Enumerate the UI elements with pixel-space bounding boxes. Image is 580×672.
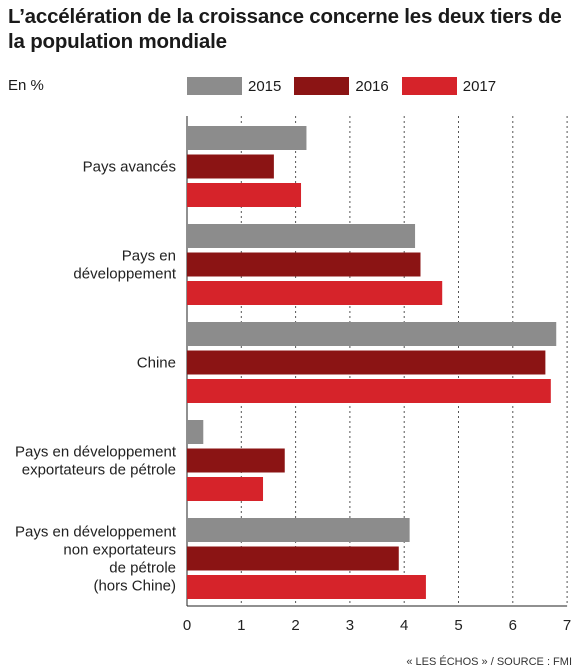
bar-2017-cat4: [187, 575, 426, 599]
bar-2015-cat3: [187, 420, 204, 444]
bar-2017-cat2: [187, 379, 551, 403]
x-tick-label: 3: [346, 617, 354, 634]
bar-2016-cat1: [187, 252, 421, 277]
legend-label-2015: 2015: [248, 77, 282, 95]
category-label: Chine: [137, 355, 176, 372]
x-tick-label: 7: [563, 617, 571, 634]
bar-2015-cat0: [187, 126, 307, 150]
legend-label-2017: 2017: [462, 77, 497, 95]
bar-2017-cat1: [187, 281, 443, 305]
x-tick-label: 0: [183, 617, 191, 634]
legend-item-2016: 2016: [294, 77, 389, 95]
legend-item-2017: 2017: [401, 77, 497, 95]
x-tick-label: 6: [509, 617, 517, 634]
category-label: de pétrole: [109, 560, 176, 577]
x-tick-label: 1: [237, 617, 245, 634]
bar-2017-cat3: [187, 477, 264, 501]
bar-2015-cat1: [187, 224, 416, 248]
unit-label: En %: [8, 77, 44, 94]
bar-2016-cat3: [187, 448, 285, 473]
bar-2015-cat4: [187, 518, 410, 542]
source-credit: « LES ÉCHOS » / SOURCE : FMI: [406, 656, 572, 668]
category-label: exportateurs de pétrole: [22, 462, 176, 479]
legend-label-2016: 2016: [355, 77, 389, 95]
legend-swatch-2015: [187, 77, 242, 95]
bar-2017-cat0: [187, 183, 302, 207]
legend-swatch-2016: [294, 77, 350, 95]
x-tick-label: 4: [400, 617, 408, 634]
legend: 2015 2016 2017: [187, 77, 509, 95]
category-label: développement: [73, 266, 176, 283]
bar-2016-cat2: [187, 350, 546, 375]
category-label: non exportateurs: [63, 542, 176, 559]
bar-2016-cat0: [187, 154, 274, 179]
legend-item-2015: 2015: [187, 77, 281, 95]
x-tick-label: 5: [454, 617, 462, 634]
chart-title: L’accélération de la croissance concerne…: [8, 5, 562, 53]
legend-swatch-2017: [401, 77, 457, 95]
category-label: Pays en développement: [15, 444, 177, 461]
category-label: Pays avancés: [83, 159, 176, 176]
x-tick-label: 2: [291, 617, 299, 634]
bar-2016-cat4: [187, 546, 399, 571]
bar-2015-cat2: [187, 322, 557, 346]
category-label: (hors Chine): [93, 578, 176, 595]
category-label: Pays en: [122, 248, 176, 265]
category-label: Pays en développement: [15, 524, 177, 541]
